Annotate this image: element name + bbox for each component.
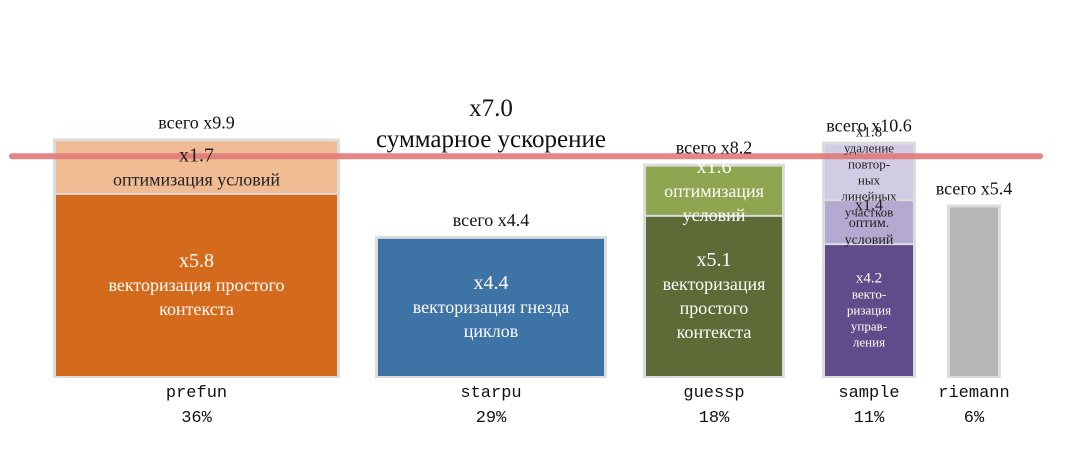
segment-label-starpu-1-line-1: x4.4 [474,272,509,294]
segment-label-sample-3-line-2: удаление [844,140,894,155]
share-label-prefun: 36% [181,409,212,428]
bar-segment-prefun-2 [56,141,337,193]
segment-label-guessp-1-line-4: контекста [677,322,752,342]
category-label-guessp: guessp [683,384,744,403]
share-label-sample: 11% [854,409,885,428]
category-label-starpu: starpu [460,384,521,403]
segment-label-guessp-1-line-1: x5.1 [697,249,732,271]
bar-segment-guessp-1 [646,216,782,376]
segment-label-prefun-2-line-1: x1.7 [179,144,214,166]
segment-label-starpu-1-line-3: циклов [464,321,519,341]
segment-label-prefun-2-line-2: оптимизация условий [113,169,280,189]
total-label-riemann: всего x5.4 [936,178,1013,198]
segment-label-guessp-2-line-2: оптимизация [664,181,764,201]
share-label-starpu: 29% [476,409,507,428]
summary-layer: x7.0 суммарное ускорение [376,95,606,153]
summary-speedup-label: суммарное ускорение [376,126,606,153]
category-label-sample: sample [838,384,899,403]
bar-segment-prefun-1 [56,194,337,376]
segment-label-prefun-1-line-3: контекста [159,299,234,319]
segment-label-sample-3-line-4: ных [858,172,881,187]
segment-label-sample-3-line-6: участков [845,204,894,219]
segment-label-sample-2-line-1: x1.4 [855,197,883,214]
bars-layer [53,138,1001,378]
segment-label-prefun-1-line-2: векторизация простого [109,275,285,295]
total-label-prefun: всего x9.9 [158,113,235,133]
bar-segment-sample-2 [825,201,913,244]
segment-label-sample-2-line-3: условий [845,233,894,248]
segment-label-sample-1-line-3: ризация [847,303,891,318]
labels-layer: x5.8 векторизация простого контекста x1.7 оп… [109,113,1013,429]
share-label-guessp: 18% [699,409,730,428]
bar-segment-starpu-1 [378,238,604,376]
segment-label-sample-3-line-3: повтор- [848,156,890,171]
segment-label-sample-1-line-1: x4.2 [856,271,882,287]
segment-label-sample-2-line-2: оптим. [849,216,889,231]
segment-label-prefun-1-line-1: x5.8 [179,250,214,272]
segment-label-starpu-1-line-2: векторизация гнезда [413,297,569,317]
summary-speedup-value: x7.0 [469,95,513,122]
bar-segment-sample-1 [825,245,913,376]
total-label-guessp: всего x8.2 [676,138,753,158]
bar-segment-riemann-1 [950,207,998,376]
total-label-starpu: всего x4.4 [453,210,530,230]
segment-label-guessp-1-line-3: простого [680,298,749,318]
segment-label-guessp-2-line-3: условий [683,205,746,225]
total-label-sample: всего x10.6 [826,116,912,136]
segment-label-sample-1-line-5: ления [853,335,885,350]
category-label-riemann: riemann [938,384,1009,403]
segment-label-guessp-1-line-2: векторизация [663,274,766,294]
share-label-riemann: 6% [964,409,985,428]
segment-label-sample-1-line-4: управ- [851,319,887,334]
segment-label-sample-3-line-5: линейных [841,188,897,203]
segment-label-sample-1-line-2: векто- [852,287,886,302]
segment-label-guessp-2-line-1: x1.6 [697,156,732,178]
segment-label-sample-3-line-1: x1.8 [856,124,882,140]
category-label-prefun: prefun [166,384,227,403]
bar-segment-guessp-2 [646,166,782,215]
